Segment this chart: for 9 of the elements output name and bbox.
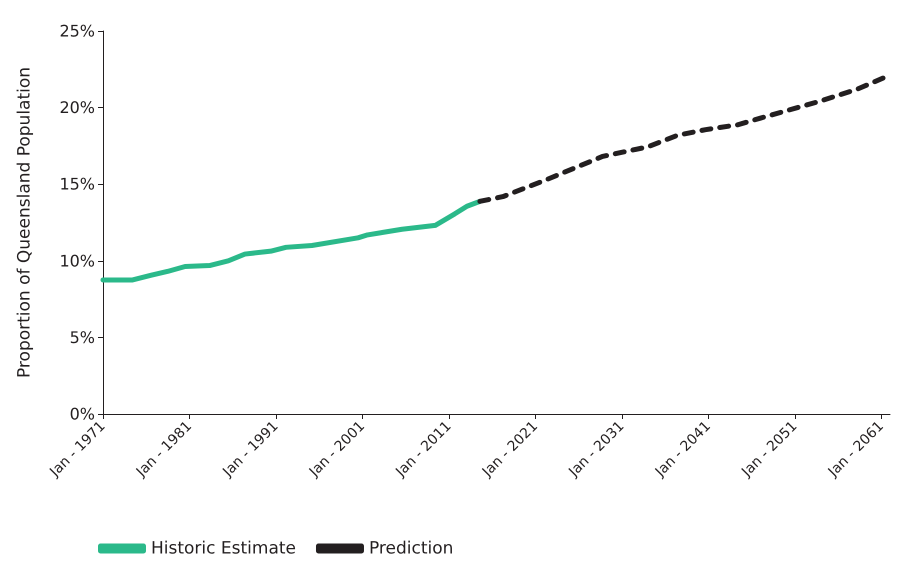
- y-tick-label: 20%: [59, 98, 95, 118]
- y-tick-label: 15%: [59, 174, 95, 194]
- y-axis-title: Proportion of Queensland Population: [14, 66, 34, 378]
- legend-label: Historic Estimate: [151, 538, 296, 558]
- y-tick-label: 5%: [70, 328, 95, 347]
- y-tick-label: 0%: [70, 404, 95, 424]
- y-tick-label: 10%: [59, 251, 95, 270]
- legend-label: Prediction: [368, 538, 454, 558]
- y-tick-label: 25%: [59, 22, 95, 40]
